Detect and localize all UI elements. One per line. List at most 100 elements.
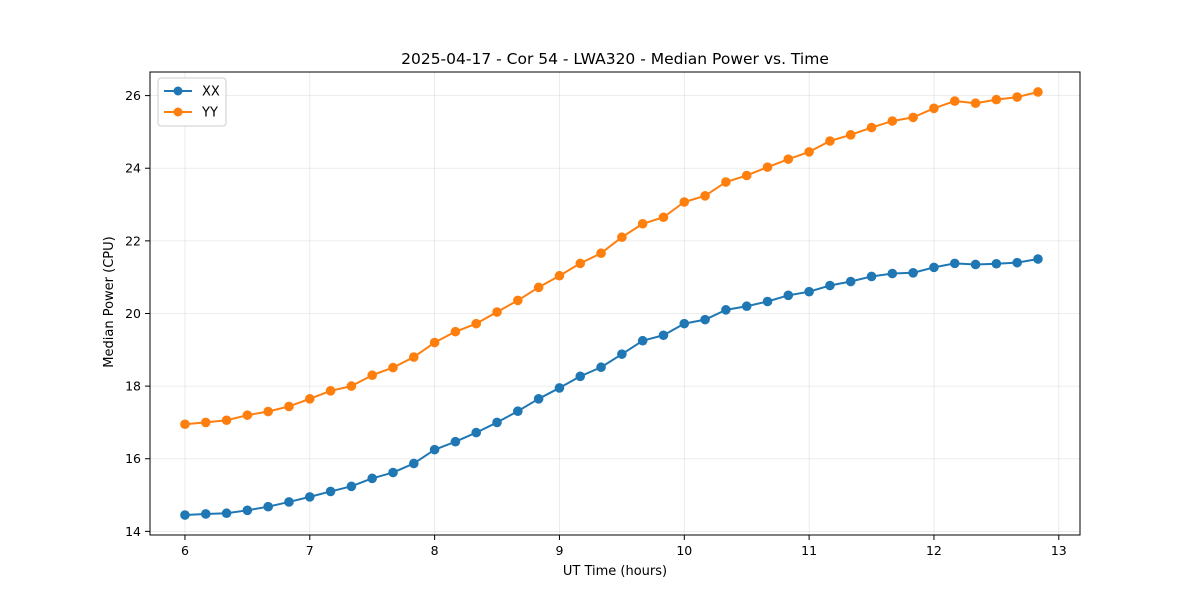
x-axis: 6 7 8 9 10 11 12 13 <box>181 535 1067 558</box>
data-point-xx <box>866 271 877 282</box>
data-point-yy <box>388 362 398 373</box>
x-tick-label: 7 <box>306 543 314 558</box>
data-point-xx <box>263 501 273 512</box>
data-point-xx <box>409 458 419 469</box>
x-tick-label: 10 <box>676 543 692 558</box>
data-point-yy <box>721 177 731 187</box>
data-point-xx <box>200 509 211 519</box>
x-tick-label: 8 <box>431 543 439 558</box>
legend-entry-xx: XX <box>164 85 220 100</box>
data-point-yy <box>242 410 253 420</box>
y-tick-label: 20 <box>125 306 141 321</box>
data-point-xx <box>180 510 190 520</box>
data-point-xx <box>908 268 918 278</box>
legend-marker-yy <box>173 107 183 117</box>
chart-title: 2025-04-17 - Cor 54 - LWA320 - Median Po… <box>401 50 829 68</box>
data-point-yy <box>1033 87 1043 97</box>
data-point-yy <box>991 94 1002 105</box>
data-point-xx <box>721 305 731 315</box>
data-point-xx <box>575 371 586 382</box>
data-point-yy <box>929 103 939 114</box>
data-point-xx <box>513 406 523 416</box>
data-point-xx <box>783 290 794 301</box>
data-point-yy <box>783 154 794 164</box>
data-point-xx <box>887 268 898 279</box>
y-axis-label: Median Power (CPU) <box>102 236 117 367</box>
data-point-xx <box>450 436 461 447</box>
data-point-xx <box>637 335 648 346</box>
data-point-yy <box>596 248 606 259</box>
data-point-xx <box>492 417 502 428</box>
data-point-yy <box>658 212 669 223</box>
data-point-xx <box>596 362 606 373</box>
data-point-yy <box>450 326 461 337</box>
data-point-yy <box>284 401 294 412</box>
data-point-xx <box>284 497 294 507</box>
data-point-yy <box>637 218 648 229</box>
legend: XX YY <box>157 77 227 127</box>
data-point-yy <box>304 394 315 404</box>
y-tick-label: 16 <box>125 451 141 466</box>
data-point-xx <box>1033 254 1043 264</box>
data-point-yy <box>825 136 835 146</box>
data-point-yy <box>887 116 898 126</box>
data-point-xx <box>1012 257 1022 268</box>
data-point-xx <box>221 508 232 519</box>
data-point-yy <box>429 337 440 348</box>
data-point-xx <box>304 492 315 502</box>
x-tick-label: 12 <box>926 543 942 558</box>
y-tick-label: 22 <box>125 233 141 248</box>
data-point-xx <box>429 444 440 455</box>
y-tick-label: 24 <box>125 161 141 176</box>
series-yy <box>180 87 1043 430</box>
legend-marker-xx <box>173 86 183 96</box>
x-tick-label: 9 <box>555 543 563 558</box>
data-point-xx <box>970 259 981 270</box>
data-point-xx <box>325 486 336 497</box>
data-point-xx <box>804 286 814 297</box>
data-point-yy <box>575 258 586 269</box>
data-point-xx <box>679 318 690 329</box>
legend-entry-yy: YY <box>164 106 218 121</box>
legend-label-xx: XX <box>202 85 220 100</box>
legend-label-yy: YY <box>201 106 218 121</box>
data-point-yy <box>908 112 918 123</box>
data-point-xx <box>929 262 939 273</box>
gridlines <box>150 72 1080 535</box>
data-point-yy <box>346 381 357 391</box>
data-point-yy <box>679 197 690 207</box>
data-point-yy <box>263 406 273 417</box>
data-point-xx <box>367 473 378 484</box>
data-point-yy <box>866 122 877 133</box>
x-tick-label: 6 <box>181 543 189 558</box>
data-point-xx <box>617 349 627 359</box>
data-point-yy <box>845 130 856 140</box>
data-point-yy <box>700 191 710 201</box>
data-point-yy <box>533 282 544 293</box>
data-point-xx <box>741 301 752 312</box>
data-point-yy <box>471 318 482 329</box>
data-point-xx <box>825 280 835 291</box>
data-point-xx <box>700 314 710 325</box>
data-point-yy <box>970 98 981 109</box>
data-point-yy <box>180 419 190 430</box>
data-point-xx <box>242 505 253 516</box>
x-tick-label: 13 <box>1051 543 1067 558</box>
data-point-yy <box>221 415 232 426</box>
data-point-xx <box>762 296 773 307</box>
data-point-yy <box>409 352 419 362</box>
series-xx <box>180 254 1043 520</box>
series-layer <box>180 87 1043 520</box>
data-point-yy <box>367 370 378 381</box>
x-axis-label: UT Time (hours) <box>563 564 667 579</box>
data-point-yy <box>554 270 565 281</box>
data-point-yy <box>492 307 502 317</box>
data-point-xx <box>554 383 565 393</box>
data-point-xx <box>388 467 398 478</box>
data-point-yy <box>513 295 523 306</box>
data-point-xx <box>471 427 482 438</box>
data-point-yy <box>325 386 336 396</box>
data-point-yy <box>1012 92 1022 102</box>
